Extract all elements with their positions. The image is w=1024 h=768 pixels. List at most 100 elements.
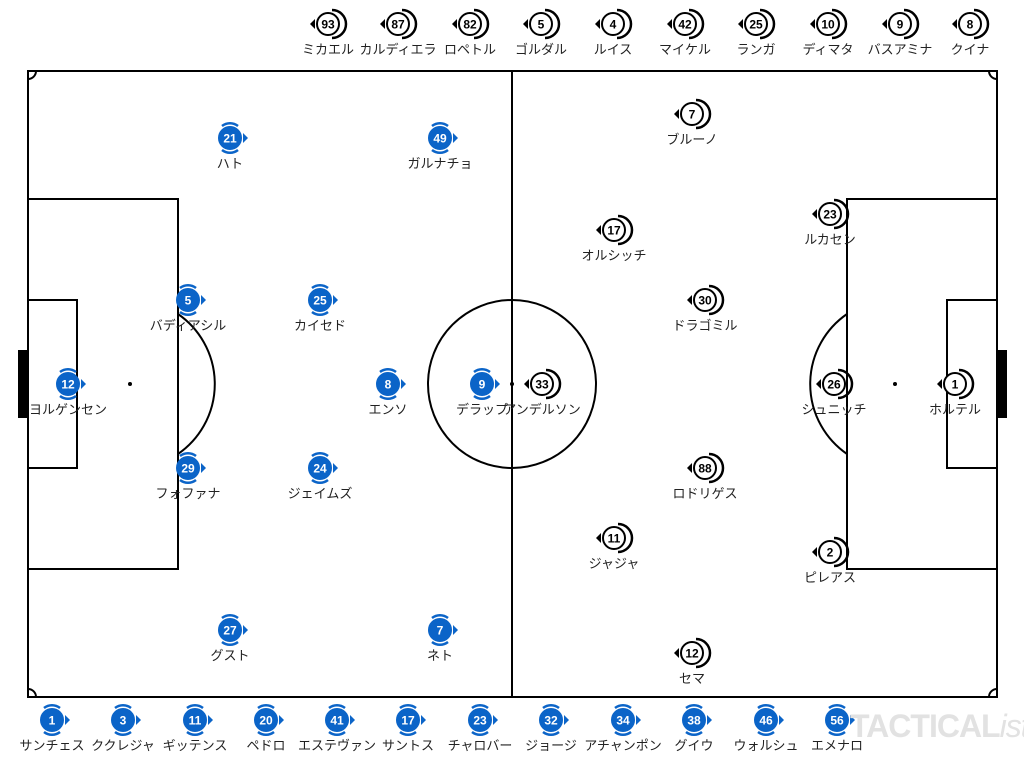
player-name: デラップ [455,403,508,418]
player-number: 3 [120,714,127,728]
player-number: 7 [689,108,696,122]
player-marker-icon: 7 [674,98,712,130]
player-number: 27 [223,624,237,638]
player-number: 8 [967,18,974,32]
player-marker-icon: 24 [308,452,338,484]
player-name: シュニッチ [801,403,867,418]
player-name: クイナ [950,43,990,58]
player-name: セマ [678,672,705,687]
player-number: 42 [678,18,692,32]
player-number: 8 [385,378,392,392]
player-name: バスアミナ [867,43,933,58]
player-name: エメナロ [810,739,863,754]
player-marker-icon: 49 [428,122,458,154]
player-marker-icon: 10 [810,8,848,40]
player-marker-icon: 34 [611,704,641,736]
player-name: チャロバー [447,739,513,754]
player-marker-icon: 21 [218,122,248,154]
player-marker-icon: 82 [452,8,490,40]
player-name: ネト [426,649,453,664]
player-name: エンソ [368,403,408,418]
player-marker-icon: 8 [376,368,406,400]
player-number: 23 [823,208,837,222]
player-name: ハト [216,157,244,172]
player-name: ウォルシュ [733,739,799,754]
player-number: 17 [401,714,415,728]
player-number: 9 [897,18,904,32]
player-marker-icon: 8 [952,8,990,40]
player-marker-icon: 46 [754,704,784,736]
player-number: 10 [821,18,835,32]
player-name: サンチェス [19,739,85,754]
player-number: 38 [687,714,701,728]
player-number: 88 [698,462,712,476]
player-number: 12 [685,647,699,661]
player-marker-icon: 20 [254,704,284,736]
player-marker-icon: 93 [310,8,348,40]
player-marker-icon: 26 [816,368,854,400]
player-marker-icon: 42 [667,8,705,40]
player-name: カルディエラ [359,43,437,58]
player-number: 24 [313,462,327,476]
player-marker-icon: 88 [687,452,725,484]
player-number: 17 [607,224,621,238]
player-name: サントス [381,739,434,754]
player-marker-icon: 5 [176,284,206,316]
player-number: 30 [698,294,712,308]
player-name: バディアシル [149,319,227,334]
player-number: 7 [437,624,444,638]
player-name: ジョージ [525,739,577,754]
player-marker-icon: 1 [937,368,975,400]
player-name: アチャンポン [584,739,662,754]
player-name: ディマタ [802,43,854,58]
player-number: 87 [391,18,405,32]
player-name: グイウ [674,739,714,754]
player-marker-icon: 12 [674,637,712,669]
player-marker-icon: 11 [183,704,213,736]
player-number: 5 [538,18,545,32]
player-name: ジェイムズ [287,487,353,502]
player-marker-icon: 17 [596,214,634,246]
player-marker-icon: 32 [539,704,569,736]
watermark-logo: TACTICALista [850,708,1024,744]
player-name: ブルーノ [666,133,718,148]
player-number: 41 [330,714,344,728]
player-number: 49 [433,132,447,146]
player-name: ホルテル [928,403,981,418]
player-name: グスト [210,649,250,664]
player-name: ギッテンス [162,739,228,754]
player-number: 1 [952,378,959,392]
player-name: フォファナ [155,487,221,502]
player-marker-icon: 4 [595,8,633,40]
player-marker-icon: 2 [812,536,850,568]
player-marker-icon: 30 [687,284,725,316]
player-number: 11 [189,714,202,728]
player-number: 9 [479,378,486,392]
player-name: ヨルゲンセン [28,403,107,418]
player-marker-icon: 17 [396,704,426,736]
player-name: カイセド [293,319,346,334]
player-number: 32 [544,714,558,728]
player-name: ランガ [736,43,776,58]
player-marker-icon: 87 [380,8,418,40]
player-number: 34 [616,714,630,728]
player-number: 11 [608,532,621,546]
player-name: ルカセン [804,233,856,248]
player-name: ミカエル [301,43,354,58]
player-name: ルイス [593,43,633,58]
player-number: 1 [49,714,56,728]
player-marker-icon: 23 [812,198,850,230]
player-name: ゴルダル [514,43,567,58]
player-number: 23 [473,714,487,728]
player-marker-icon: 23 [468,704,498,736]
player-number: 25 [749,18,763,32]
player-marker-icon: 1 [40,704,70,736]
player-marker-icon: 7 [428,614,458,646]
player-marker-icon: 12 [56,368,86,400]
player-name: ロペトル [443,43,496,58]
player-number: 56 [830,714,844,728]
player-marker-icon: 56 [825,704,855,736]
player-number: 21 [223,132,237,146]
player-name: エステヴァン [297,739,376,754]
